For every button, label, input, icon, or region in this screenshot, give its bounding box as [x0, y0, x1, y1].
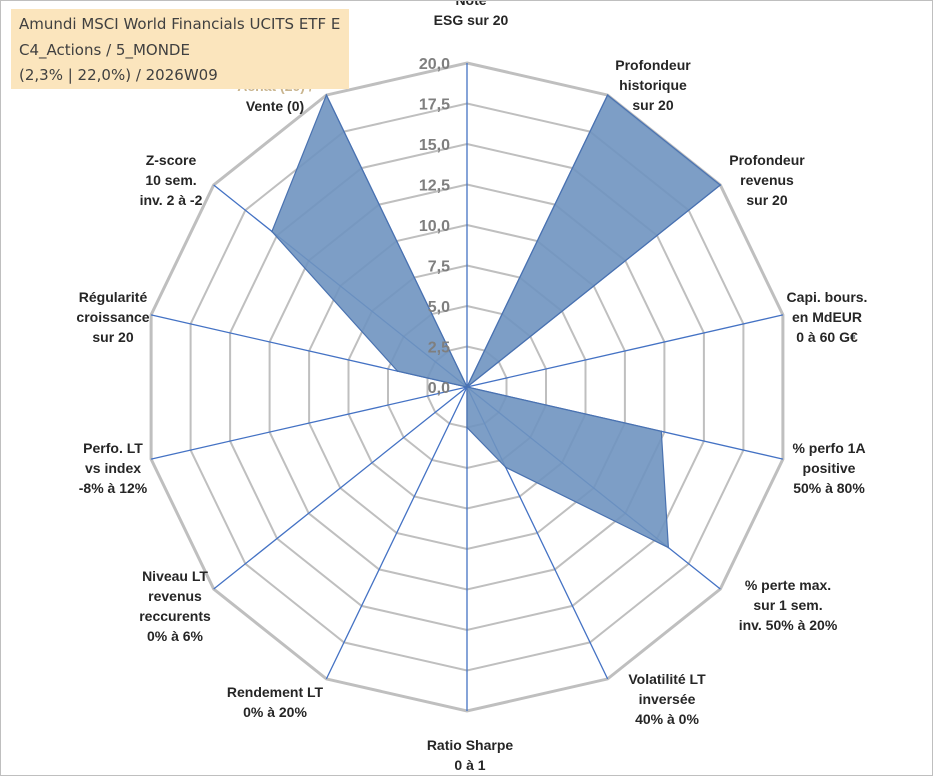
series-layer [271, 93, 722, 549]
fund-name: Amundi MSCI World Financials UCITS ETF E [19, 15, 341, 33]
axis-label-line: Rendement LT [227, 684, 324, 700]
axis-label: Note ESG sur 20 [434, 1, 509, 28]
axis-label-line: 40% à 0% [635, 711, 699, 727]
axis-label-line: 0% à 20% [243, 704, 307, 720]
fund-category: C4_Actions / 5_MONDE [19, 41, 190, 59]
data-point [504, 466, 507, 469]
axis-label: Volatilité LT inversée 40% à 0% [628, 671, 706, 727]
axis-label-line: Profondeur [729, 152, 805, 168]
series-area [271, 93, 722, 549]
axis-label: Profondeur revenus sur 20 [729, 152, 805, 208]
fund-period: (2,3% | 22,0%) / 2026W09 [19, 66, 218, 84]
axis-spoke [325, 386, 468, 680]
axis-label-line: Capi. bours. [787, 289, 868, 305]
axis-label-line: Perfo. LT [83, 440, 143, 456]
axis-label-line: positive [803, 460, 856, 476]
axis-label-line: 0 à 1 [454, 757, 485, 773]
axis-label: % perfo 1A positive 50% à 80% [792, 440, 865, 496]
data-point [466, 386, 468, 388]
axis-label: % perte max. sur 1 sem. inv. 50% à 20% [739, 577, 838, 633]
radial-tick-label: 17,5 [419, 97, 450, 114]
axis-label-line: historique [619, 77, 687, 93]
radial-tick-label: 2,5 [428, 340, 450, 357]
data-point [396, 370, 399, 372]
axis-label-line: Note [455, 1, 486, 8]
axis-label-line: Z-score [146, 152, 197, 168]
axis-label-line: % perfo 1A [792, 440, 865, 456]
axis-label-line: -8% à 12% [79, 480, 148, 496]
axis-label-line: Volatilité LT [628, 671, 706, 687]
radial-tick-label: 20,0 [419, 56, 450, 73]
axis-label-line: sur 1 sem. [753, 597, 822, 613]
axis-label-line: inv. 50% à 20% [739, 617, 838, 633]
axis-label-line: vs index [85, 460, 141, 476]
data-point [325, 94, 328, 96]
axis-label-line: Niveau LT [142, 568, 208, 584]
radial-tick-label: 5,0 [428, 299, 450, 316]
data-point [719, 184, 722, 186]
fund-info-box: Amundi MSCI World Financials UCITS ETF E… [11, 9, 349, 89]
axis-label-line: sur 20 [92, 329, 133, 345]
radial-tick-label: 15,0 [419, 137, 450, 154]
axis-label: Ratio Sharpe 0 à 1 [427, 737, 514, 773]
axis-label-line: inversée [639, 691, 696, 707]
axis-label-line: croissance [76, 309, 149, 325]
axis-label-line: ESG sur 20 [434, 12, 509, 28]
axis-label: Z-score 10 sem. inv. 2 à -2 [140, 152, 203, 208]
axis-label-line: revenus [148, 588, 202, 604]
axis-spoke [213, 386, 468, 590]
axis-label-line: revenus [740, 172, 794, 188]
radial-tick-label: 12,5 [419, 178, 450, 195]
axis-label-line: Vente (0) [246, 98, 304, 114]
axis-label: Perfo. LT vs index -8% à 12% [79, 440, 148, 496]
axis-label-line: 50% à 80% [793, 480, 865, 496]
data-point [667, 546, 670, 549]
axis-spoke [466, 314, 784, 388]
axis-label-line: Régularité [79, 289, 148, 305]
axis-label-line: Ratio Sharpe [427, 737, 514, 753]
axis-label-line: % perte max. [745, 577, 831, 593]
radial-tick-label: 10,0 [419, 218, 450, 235]
axis-label-line: 0 à 60 G€ [796, 329, 858, 345]
axis-label-line: sur 20 [746, 192, 787, 208]
radial-tick-label: 0,0 [428, 380, 450, 397]
axis-label-line: reccurents [139, 608, 211, 624]
axis-label: Niveau LT revenus reccurents 0% à 6% [139, 568, 211, 644]
axis-label: Capi. bours. en MdEUR 0 à 60 G€ [787, 289, 868, 345]
axis-label: Rendement LT 0% à 20% [227, 684, 324, 720]
axis-labels: Note ESG sur 20 Profondeur historique sur 20… [76, 1, 867, 773]
axis-spoke [150, 386, 468, 460]
axis-label-line: Profondeur [615, 57, 691, 73]
axis-label-line: en MdEUR [792, 309, 862, 325]
axis-label-line: 0% à 6% [147, 628, 204, 644]
data-point [660, 430, 663, 433]
data-point [466, 426, 468, 429]
axis-label: Régularité croissance sur 20 [76, 289, 149, 345]
axis-label-line: 10 sem. [145, 172, 196, 188]
axis-label-line: inv. 2 à -2 [140, 192, 203, 208]
axis-label: Profondeur historique sur 20 [615, 57, 691, 113]
tick-labels: 0,0 2,5 5,0 7,5 10,0 12,5 15,0 17,5 20,0 [419, 56, 450, 397]
radial-tick-label: 7,5 [428, 259, 450, 276]
axis-label-line: sur 20 [632, 97, 673, 113]
data-point [271, 230, 273, 233]
data-point [606, 94, 609, 96]
